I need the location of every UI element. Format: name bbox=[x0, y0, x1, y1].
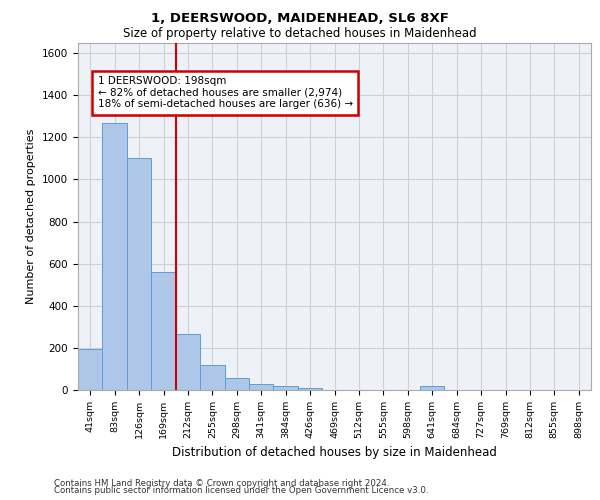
X-axis label: Distribution of detached houses by size in Maidenhead: Distribution of detached houses by size … bbox=[172, 446, 497, 460]
Text: Size of property relative to detached houses in Maidenhead: Size of property relative to detached ho… bbox=[123, 28, 477, 40]
Bar bbox=[78, 348, 103, 390]
Bar bbox=[127, 158, 151, 390]
Bar bbox=[274, 386, 298, 390]
Bar bbox=[176, 334, 200, 390]
Bar bbox=[200, 364, 224, 390]
Text: Contains public sector information licensed under the Open Government Licence v3: Contains public sector information licen… bbox=[54, 486, 428, 495]
Bar bbox=[224, 378, 249, 390]
Bar bbox=[103, 122, 127, 390]
Text: Contains HM Land Registry data © Crown copyright and database right 2024.: Contains HM Land Registry data © Crown c… bbox=[54, 478, 389, 488]
Text: 1 DEERSWOOD: 198sqm
← 82% of detached houses are smaller (2,974)
18% of semi-det: 1 DEERSWOOD: 198sqm ← 82% of detached ho… bbox=[98, 76, 353, 110]
Bar bbox=[298, 388, 322, 390]
Bar bbox=[249, 384, 274, 390]
Bar bbox=[420, 386, 445, 390]
Y-axis label: Number of detached properties: Number of detached properties bbox=[26, 128, 37, 304]
Bar bbox=[151, 272, 176, 390]
Text: 1, DEERSWOOD, MAIDENHEAD, SL6 8XF: 1, DEERSWOOD, MAIDENHEAD, SL6 8XF bbox=[151, 12, 449, 26]
